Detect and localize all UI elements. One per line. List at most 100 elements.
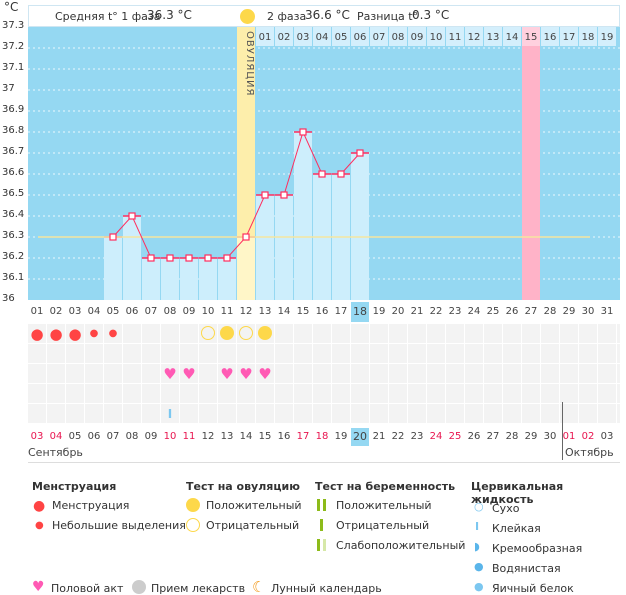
calendar-date[interactable]: 02 bbox=[581, 431, 595, 442]
cycle-day-number[interactable]: 06 bbox=[125, 306, 139, 317]
calendar-date[interactable]: 19 bbox=[334, 431, 348, 442]
cycle-day-number[interactable]: 11 bbox=[220, 306, 234, 317]
cycle-day-number[interactable]: 31 bbox=[600, 306, 614, 317]
cycle-day-number[interactable]: 28 bbox=[543, 306, 557, 317]
calendar-date[interactable]: 25 bbox=[448, 431, 462, 442]
y-tick-label: 36 bbox=[2, 293, 15, 304]
legend-item: Отрицательный bbox=[336, 519, 430, 532]
cycle-day-number[interactable]: 04 bbox=[87, 306, 101, 317]
cycle-day-cell bbox=[484, 27, 502, 46]
unit-label: °C bbox=[4, 0, 19, 14]
temperature-point bbox=[185, 254, 193, 262]
cycle-day-number[interactable]: 10 bbox=[201, 306, 215, 317]
phase1-label: Средняя t° 1 фаза bbox=[55, 10, 161, 23]
calendar-date[interactable]: 12 bbox=[201, 431, 215, 442]
cycle-day-number[interactable]: 18 bbox=[351, 302, 369, 322]
cycle-day-number[interactable]: 27 bbox=[524, 306, 538, 317]
cycle-day-number[interactable]: 22 bbox=[429, 306, 443, 317]
ovulation-test-positive-icon bbox=[220, 326, 234, 340]
temperature-bar bbox=[294, 132, 312, 300]
cycle-day-number[interactable]: 15 bbox=[296, 306, 310, 317]
cycle-day-cell bbox=[598, 27, 616, 46]
calendar-date[interactable]: 29 bbox=[524, 431, 538, 442]
calendar-date[interactable]: 06 bbox=[87, 431, 101, 442]
calendar-date[interactable]: 04 bbox=[49, 431, 63, 442]
cycle-day-label: 05 bbox=[335, 32, 348, 43]
calendar-date[interactable]: 22 bbox=[391, 431, 405, 442]
calendar-date[interactable]: 10 bbox=[163, 431, 177, 442]
cycle-day-number[interactable]: 05 bbox=[106, 306, 120, 317]
calendar-date[interactable]: 24 bbox=[429, 431, 443, 442]
cycle-day-number[interactable]: 29 bbox=[562, 306, 576, 317]
calendar-date[interactable]: 15 bbox=[258, 431, 272, 442]
cycle-day-number[interactable]: 13 bbox=[258, 306, 272, 317]
cycle-day-cell bbox=[427, 27, 445, 46]
legend-item: Положительный bbox=[206, 499, 302, 512]
temperature-bar bbox=[123, 216, 141, 300]
negative-test-icon bbox=[186, 518, 200, 532]
temperature-bar bbox=[161, 258, 179, 300]
calendar-date[interactable]: 11 bbox=[182, 431, 196, 442]
cycle-day-cell bbox=[465, 27, 483, 46]
cycle-day-label: 03 bbox=[297, 32, 310, 43]
marker-row bbox=[28, 384, 620, 403]
heart-icon: ♥ bbox=[163, 365, 177, 383]
calendar-date[interactable]: 23 bbox=[410, 431, 424, 442]
calendar-date[interactable]: 26 bbox=[467, 431, 481, 442]
sticky-icon: I bbox=[475, 520, 480, 533]
cycle-day-number[interactable]: 09 bbox=[182, 306, 196, 317]
calendar-date[interactable]: 20 bbox=[351, 428, 369, 446]
calendar-date[interactable]: 18 bbox=[315, 431, 329, 442]
cycle-day-number[interactable]: 02 bbox=[49, 306, 63, 317]
cycle-day-number[interactable]: 21 bbox=[410, 306, 424, 317]
cycle-day-cell bbox=[275, 27, 293, 46]
cycle-day-number[interactable]: 30 bbox=[581, 306, 595, 317]
legend-item: Прием лекарств bbox=[151, 582, 246, 595]
ovulation-label: ОВУЛЯЦИЯ bbox=[244, 31, 255, 97]
cycle-day-number[interactable]: 17 bbox=[334, 306, 348, 317]
cycle-day-number[interactable]: 16 bbox=[315, 306, 329, 317]
calendar-date[interactable]: 27 bbox=[486, 431, 500, 442]
cycle-day-number[interactable]: 14 bbox=[277, 306, 291, 317]
y-tick-label: 36.2 bbox=[2, 251, 25, 262]
calendar-date[interactable]: 07 bbox=[106, 431, 120, 442]
calendar-date[interactable]: 17 bbox=[296, 431, 310, 442]
legend-menstruation-title: Менструация bbox=[32, 480, 117, 493]
cycle-day-number[interactable]: 12 bbox=[239, 306, 253, 317]
calendar-date[interactable]: 21 bbox=[372, 431, 386, 442]
legend-item: Положительный bbox=[336, 499, 432, 512]
cycle-day-number[interactable]: 26 bbox=[505, 306, 519, 317]
cycle-day-cell bbox=[332, 27, 350, 46]
cycle-day-number[interactable]: 25 bbox=[486, 306, 500, 317]
cycle-day-number[interactable]: 08 bbox=[163, 306, 177, 317]
calendar-date[interactable]: 03 bbox=[30, 431, 44, 442]
month-september: Сентябрь bbox=[28, 446, 83, 459]
calendar-date[interactable]: 14 bbox=[239, 431, 253, 442]
calendar-date[interactable]: 13 bbox=[220, 431, 234, 442]
cycle-day-cell bbox=[408, 27, 426, 46]
calendar-date[interactable]: 03 bbox=[600, 431, 614, 442]
cycle-day-number[interactable]: 01 bbox=[30, 306, 44, 317]
marker-row bbox=[28, 364, 620, 383]
cycle-day-label: 01 bbox=[259, 32, 272, 43]
moon-icon: ☾ bbox=[252, 578, 266, 595]
calendar-date[interactable]: 30 bbox=[543, 431, 557, 442]
y-tick-label: 36.1 bbox=[2, 272, 25, 283]
y-tick-label: 36.6 bbox=[2, 167, 25, 178]
cycle-day-number[interactable]: 19 bbox=[372, 306, 386, 317]
temperature-bar bbox=[351, 153, 369, 300]
month-divider bbox=[562, 402, 563, 460]
calendar-date[interactable]: 28 bbox=[505, 431, 519, 442]
calendar-date[interactable]: 05 bbox=[68, 431, 82, 442]
cycle-day-number[interactable]: 20 bbox=[391, 306, 405, 317]
cycle-day-number[interactable]: 07 bbox=[144, 306, 158, 317]
cycle-day-number[interactable]: 03 bbox=[68, 306, 82, 317]
calendar-date[interactable]: 01 bbox=[562, 431, 576, 442]
legend-item: Водянистая bbox=[492, 562, 561, 575]
cycle-day-number[interactable]: 23 bbox=[448, 306, 462, 317]
calendar-date[interactable]: 16 bbox=[277, 431, 291, 442]
calendar-date[interactable]: 08 bbox=[125, 431, 139, 442]
heart-icon: ♥ bbox=[220, 365, 234, 383]
calendar-date[interactable]: 09 bbox=[144, 431, 158, 442]
cycle-day-number[interactable]: 24 bbox=[467, 306, 481, 317]
